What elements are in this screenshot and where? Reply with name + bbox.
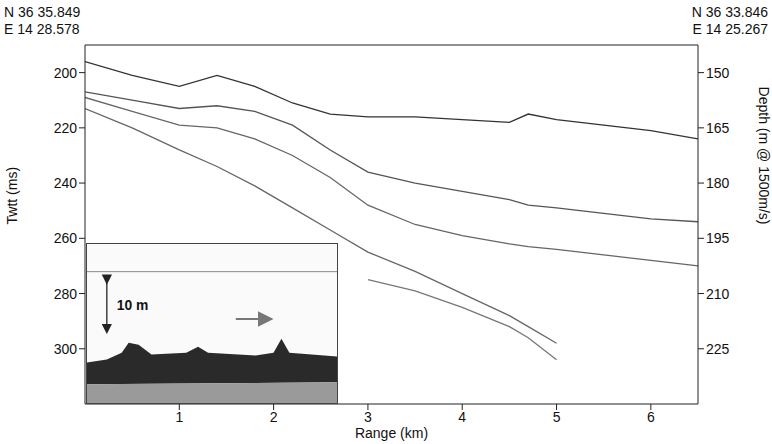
svg-text:Depth (m @ 1500m/s): Depth (m @ 1500m/s) xyxy=(756,87,772,225)
svg-text:200: 200 xyxy=(54,65,78,81)
svg-text:195: 195 xyxy=(706,230,730,246)
svg-text:180: 180 xyxy=(706,175,730,191)
svg-text:150: 150 xyxy=(706,65,730,81)
svg-text:Range (km): Range (km) xyxy=(355,425,428,441)
svg-text:1: 1 xyxy=(175,409,183,425)
svg-text:225: 225 xyxy=(706,341,730,357)
svg-text:240: 240 xyxy=(54,175,78,191)
svg-text:300: 300 xyxy=(54,341,78,357)
svg-text:Twtt (ms): Twtt (ms) xyxy=(4,167,20,225)
html-text:N 36 35.849: N 36 35.849 xyxy=(4,4,81,20)
svg-text:280: 280 xyxy=(54,286,78,302)
svg-text:10 m: 10 m xyxy=(117,297,149,313)
svg-text:2: 2 xyxy=(270,409,278,425)
svg-text:210: 210 xyxy=(706,286,730,302)
svg-text:6: 6 xyxy=(647,409,655,425)
svg-text:4: 4 xyxy=(458,409,466,425)
html-text:N 36 33.846: N 36 33.846 xyxy=(691,4,768,20)
svg-text:220: 220 xyxy=(54,120,78,136)
svg-text:260: 260 xyxy=(54,230,78,246)
svg-text:165: 165 xyxy=(706,120,730,136)
html-text:E 14 25.267: E 14 25.267 xyxy=(692,21,768,37)
html-text:E 14 28.578: E 14 28.578 xyxy=(4,21,80,37)
svg-text:5: 5 xyxy=(553,409,561,425)
svg-text:3: 3 xyxy=(364,409,372,425)
